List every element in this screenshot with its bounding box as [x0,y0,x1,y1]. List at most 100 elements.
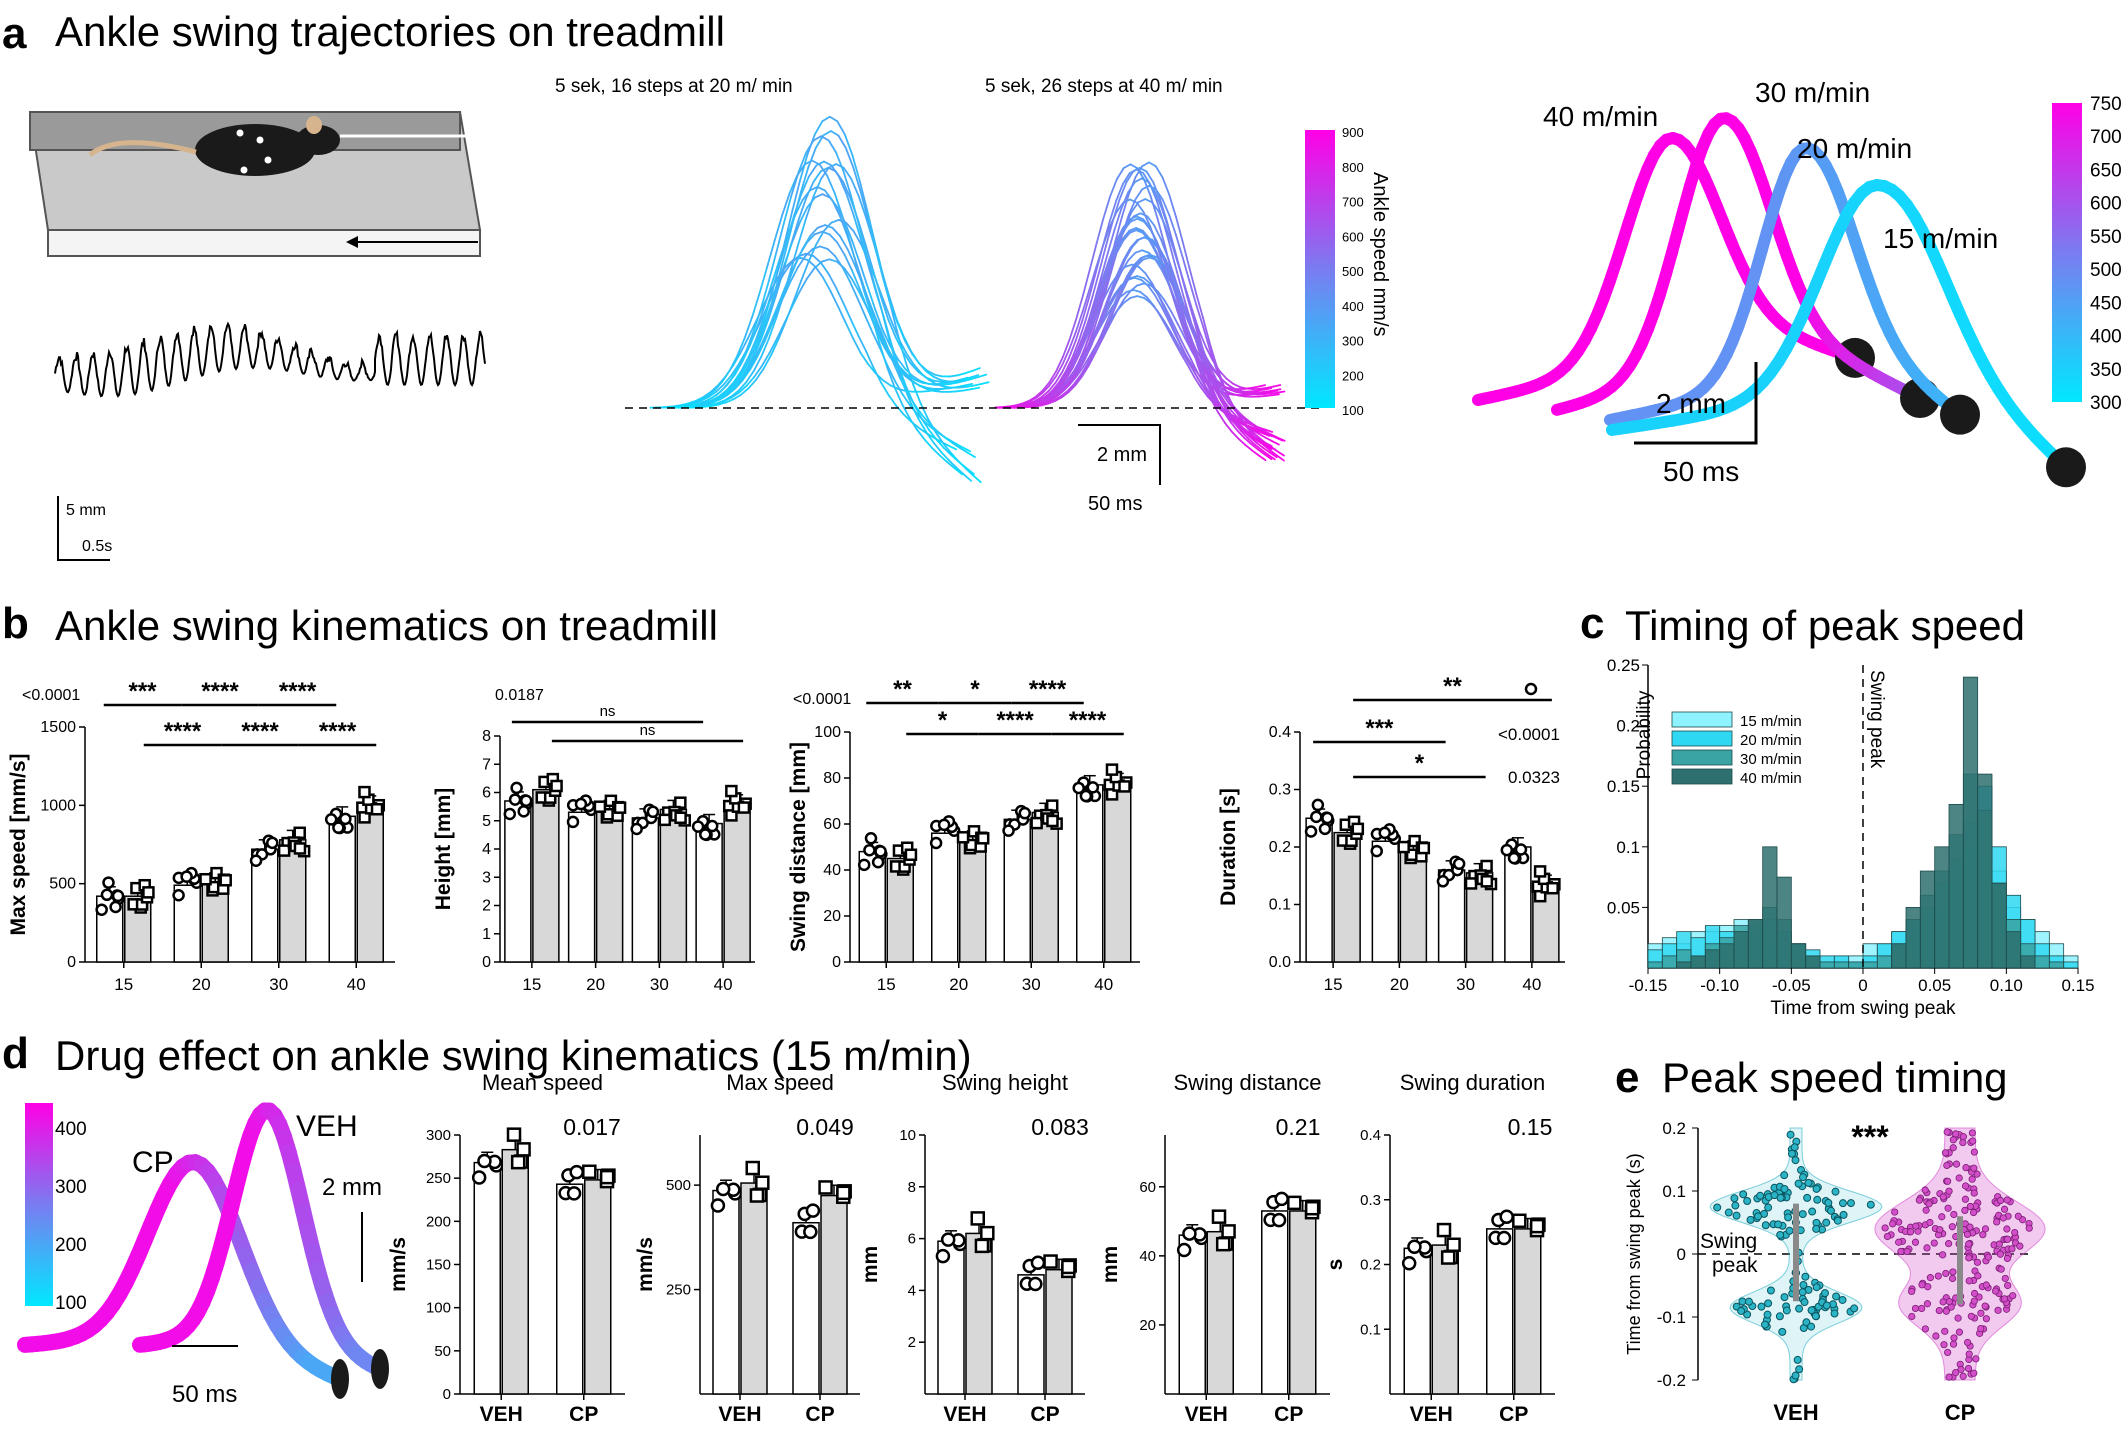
traj-line-40 [1256,435,1265,443]
traj-line-20 [723,396,733,402]
traj-line-20 [850,177,860,197]
traj-line-20 [700,396,710,402]
traj-line-20 [715,383,725,393]
violin-point-cp [1881,1224,1889,1232]
traj-line-40 [1089,299,1098,321]
bar [659,808,688,963]
data-point [1499,1209,1514,1225]
violin-point-veh [1784,1213,1793,1222]
traj-line-40 [1154,188,1164,201]
traj-line-20 [790,242,800,270]
data-point [370,803,384,816]
traj-line-40 [1087,325,1096,347]
traj-colorbar-tick: 300 [1342,334,1364,349]
violin-point-cp [2008,1245,2016,1253]
traj-line-20 [844,221,854,243]
traj-line-40 [1093,276,1103,303]
traj-line-40 [1239,389,1248,394]
violin-point-veh [1787,1149,1796,1158]
traj-line-20 [744,356,755,373]
violin-point-cp [2000,1295,2009,1303]
y-tick-label: 0 [832,954,841,971]
traj-line-40 [1064,356,1074,373]
data-point [1271,1212,1287,1228]
avg-colorbar-tick: 700 [2090,127,2122,148]
x-tick-label: CP [569,1403,598,1426]
traj-line-40 [1218,369,1228,380]
violin-point-cp [1964,1364,1973,1373]
traj-line-40 [1216,400,1226,413]
data-point [710,1198,726,1213]
traj-line-40 [1135,201,1145,213]
traj-line-20 [776,262,786,288]
data-point [674,811,687,825]
traj-line-40 [1104,291,1113,312]
violin-point-cp [1930,1239,1938,1247]
traj-line-40 [1223,392,1232,404]
traj-line-40 [1068,330,1077,351]
traj-line-20 [804,248,814,258]
traj-line-40 [1100,280,1110,306]
traj-line-40 [1047,399,1057,405]
traj-line-40 [1141,256,1151,261]
histogram-bar [1676,961,1692,969]
traj-line-20 [920,372,930,381]
traj-line-20 [730,363,740,377]
traj-line-20 [761,299,771,327]
avg-colorbar-tick: 500 [2090,260,2122,281]
traj-line-40 [1101,319,1111,338]
traj-line-20 [833,192,844,217]
traj-line-40 [1221,399,1231,414]
traj-line-40 [1122,296,1132,304]
y-tick-label: 6 [482,785,491,802]
traj-line-20 [911,353,921,366]
traj-line-40 [1236,425,1246,433]
traj-line-20 [921,414,931,426]
data-point [1417,841,1431,855]
traj-line-40 [1154,191,1163,210]
data-point [1304,1200,1320,1216]
bar [1514,1228,1542,1395]
violin-point-cp [1943,1161,1951,1170]
data-point [339,812,352,826]
data-point [102,876,115,889]
data-point [1105,788,1119,801]
data-point [1211,1209,1227,1224]
violin-point-cp [1939,1193,1947,1201]
data-point [976,832,990,845]
violin-point-cp [1966,1202,1974,1211]
traj-line-40 [1155,256,1165,265]
traj-line-20 [948,390,958,393]
y-tick-label: 0.3 [1269,782,1291,799]
data-point [630,822,643,836]
data-point [324,813,338,826]
bar-chart-d5: 0.1 0.2 0.3 0.4 VEH CP s Swing duration [1324,1070,1555,1426]
violin-point-veh [1833,1216,1842,1225]
data-point [1529,1218,1545,1234]
traj-line-40 [1264,436,1274,443]
violin-point-cp [1939,1251,1947,1259]
traj-line-40 [1197,364,1206,386]
traj-line-40 [1043,399,1052,404]
data-point [1407,1239,1422,1254]
traj-line-20 [913,378,924,384]
traj-line-40 [1243,387,1253,390]
traj-line-20 [917,426,928,434]
violin-point-cp [1970,1189,1978,1197]
traj-line-20 [768,337,778,355]
traj-line-40 [1203,373,1212,391]
traj-line-40 [1070,371,1079,384]
traj-line-20 [977,373,988,378]
traj-line-20 [852,337,862,354]
y-tick-label: -0.1 [1657,1308,1686,1327]
violin-point-veh [1795,1304,1804,1313]
traj-line-20 [931,447,941,457]
violin-point-cp [1949,1136,1957,1144]
data-point [691,820,705,833]
traj-line-20 [731,376,741,389]
traj-line-40 [1128,265,1137,279]
traj-line-40 [1193,375,1202,389]
traj-line-40 [1100,251,1109,279]
traj-line-20 [809,226,819,238]
avg-colorbar-tick: 350 [2090,360,2122,381]
